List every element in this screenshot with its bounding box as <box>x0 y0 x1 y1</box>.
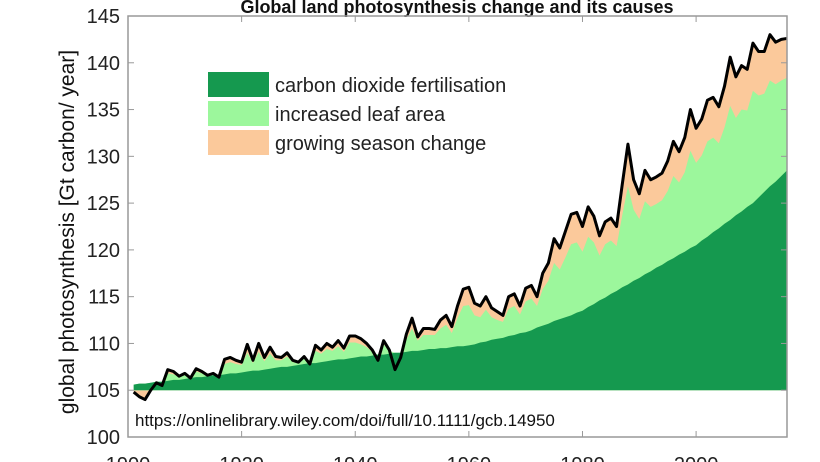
x-tick-label: 1940 <box>333 454 378 462</box>
y-tick-label: 120 <box>87 240 120 262</box>
y-tick-label: 140 <box>87 53 120 75</box>
ticks: 100 105 110 115 120 125 130 135 140 145 1900 1920 19… <box>87 6 787 462</box>
plot-frame <box>127 15 788 438</box>
chart-title: Global land photosynthesis change and it… <box>240 0 673 17</box>
y-tick-label: 105 <box>87 380 120 402</box>
y-tick-label: 130 <box>87 146 120 168</box>
x-tick-label: 1960 <box>447 454 492 462</box>
x-tick-label: 2000 <box>674 454 719 462</box>
x-tick-label: 1900 <box>106 454 151 462</box>
y-axis-label: global photosynthesis [Gt carbon/ year] <box>56 50 79 414</box>
stacked-areas <box>132 33 788 402</box>
y-tick-label: 115 <box>88 287 120 309</box>
y-tick-label: 125 <box>87 193 120 215</box>
y-tick-label: 145 <box>87 6 120 28</box>
y-tick-label: 100 <box>87 427 120 449</box>
y-tick-label: 110 <box>88 333 120 355</box>
x-tick-label: 1920 <box>219 454 264 462</box>
axes <box>127 15 788 438</box>
legend-label: increased leaf area <box>275 104 446 126</box>
y-tick-label: 135 <box>87 100 120 122</box>
legend: carbon dioxide fertilisation increased le… <box>208 72 506 155</box>
legend-swatch <box>208 130 269 155</box>
total-photosynthesis-line <box>132 33 788 402</box>
source-annotation: https://onlinelibrary.wiley.com/doi/full… <box>135 411 555 430</box>
area-carbon-dioxide-fertilisation <box>133 170 787 391</box>
legend-swatch <box>208 72 269 97</box>
legend-label: growing season change <box>275 133 486 155</box>
legend-label: carbon dioxide fertilisation <box>275 75 506 97</box>
legend-swatch <box>208 101 269 126</box>
x-tick-label: 1980 <box>560 454 605 462</box>
